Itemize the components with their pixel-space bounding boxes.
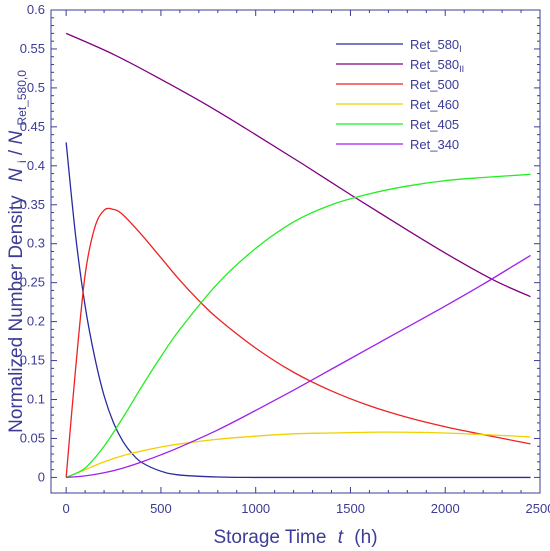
plot-frame: [50, 9, 541, 494]
x-tick-label: 0: [63, 501, 70, 516]
y-tick-label: 0.35: [20, 197, 45, 212]
y-axis-var-sub: i: [15, 160, 29, 163]
y-tick-label: 0.05: [20, 430, 45, 445]
y-tick-label: 0.45: [20, 119, 45, 134]
x-tick-label: 1000: [241, 501, 270, 516]
legend-label: Ret_405: [410, 117, 459, 132]
y-axis-var-main: N: [6, 168, 27, 182]
series-line-6: [66, 254, 531, 479]
y-tick-label: 0.25: [20, 275, 45, 290]
y-axis-title: Normalized Number Density N i / N Ret_58…: [6, 70, 31, 433]
series-line-4: [65, 431, 531, 479]
series-line-5: [65, 173, 531, 479]
y-axis-sep: /: [6, 149, 27, 155]
legend-label: Ret_500: [410, 77, 459, 92]
y-tick-label: 0.3: [27, 236, 45, 251]
series-lines: [65, 32, 531, 479]
y-tick-label: 0.6: [27, 2, 45, 17]
y-axis-den-main: N: [6, 131, 27, 145]
legend-label: Ret_340: [410, 137, 459, 152]
legend-label: Ret_580I: [410, 37, 462, 54]
x-axis-label: Storage Time: [213, 527, 326, 548]
y-tick-label: 0.4: [27, 158, 45, 173]
y-tick-label: 0.1: [27, 392, 45, 407]
y-tick-label: 0.2: [27, 314, 45, 329]
x-tick-label: 1500: [336, 501, 365, 516]
x-tick-label: 500: [150, 501, 172, 516]
y-tick-label: 0: [38, 469, 45, 484]
y-tick-label: 0.5: [27, 80, 45, 95]
y-tick-label: 0.15: [20, 353, 45, 368]
series-line-3: [65, 207, 531, 478]
legend-label: Ret_580II: [410, 57, 464, 74]
series-line-1: [65, 142, 531, 479]
x-axis-variable: t: [338, 527, 344, 548]
legend-label: Ret_460: [410, 97, 459, 112]
x-tick-label: 2000: [431, 501, 460, 516]
legend: Ret_580I Ret_580II Ret_500 Ret_460 Ret_405 Re…: [336, 37, 464, 152]
series-line-2: [65, 32, 531, 298]
x-axis-title: Storage Time t (h): [213, 527, 377, 548]
y-tick-label: 0.55: [20, 41, 45, 56]
x-axis-unit: (h): [354, 527, 377, 548]
y-axis-label: Normalized Number Density: [6, 195, 27, 433]
y-axis-den-sub: Ret_580,0: [15, 70, 29, 126]
